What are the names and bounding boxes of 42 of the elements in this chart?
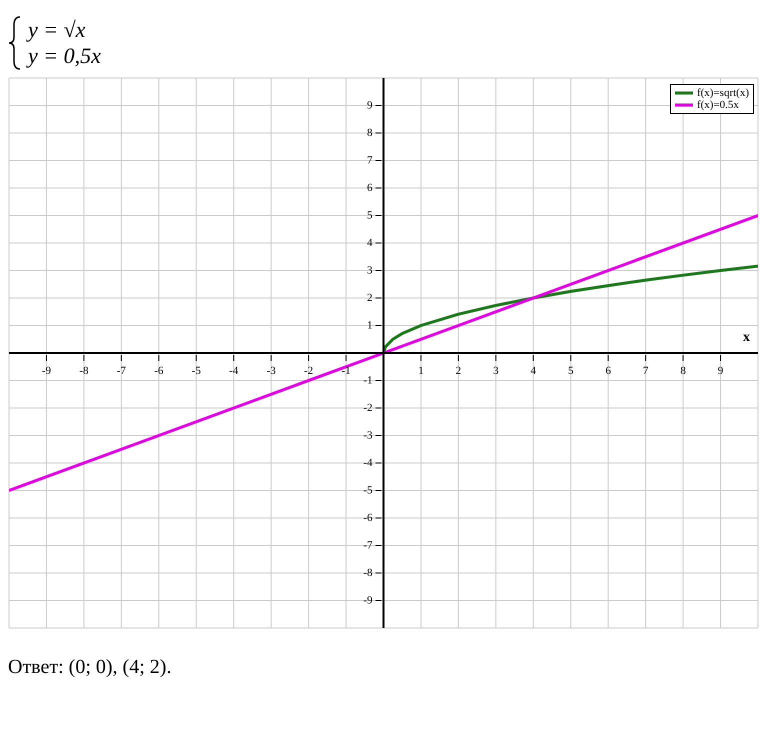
x-tick-label: 4	[530, 365, 537, 378]
y-tick-label: -7	[363, 540, 373, 552]
x-tick-label: -3	[266, 365, 276, 378]
x-tick-label: 1	[418, 365, 424, 378]
x-tick-label: 6	[605, 365, 612, 378]
x-tick-label: 2	[456, 365, 462, 378]
x-tick-label: 3	[493, 365, 500, 378]
y-tick-label: -3	[363, 430, 373, 442]
y-tick-label: 6	[367, 182, 373, 194]
x-tick-label: -2	[304, 365, 314, 378]
x-tick-label: -5	[192, 365, 202, 378]
y-tick-label: -9	[363, 594, 373, 606]
y-tick-label: -5	[363, 484, 373, 496]
x-tick-label: -6	[154, 365, 164, 378]
y-tick-label: 1	[367, 320, 372, 332]
x-tick-label: 5	[568, 365, 574, 378]
x-tick-label: 7	[642, 365, 649, 378]
y-tick-label: -8	[363, 567, 373, 579]
y-tick-label: 4	[367, 237, 373, 249]
text: Ответ: (0; 0), (4; 2).	[8, 656, 172, 679]
y-tick-label: -2	[363, 402, 372, 414]
legend-label: f(x)=sqrt(x)	[696, 87, 749, 99]
y-tick-label: 2	[367, 292, 372, 304]
x-tick-label: -8	[79, 365, 89, 378]
x-tick-label: 8	[680, 365, 686, 378]
y-tick-label: 5	[367, 210, 373, 222]
y-tick-label: 7	[367, 154, 373, 166]
x-axis-title: x	[743, 330, 750, 345]
x-tick-label: -9	[42, 365, 52, 378]
y-tick-label: 8	[367, 127, 373, 139]
legend-label: f(x)=0.5x	[696, 99, 739, 111]
y-tick-label: 9	[367, 100, 373, 112]
x-tick-label: -7	[116, 365, 126, 378]
chart-subtitle: y = 0,5x	[28, 43, 101, 69]
chart-title: y = √x	[28, 17, 86, 43]
y-tick-label: -4	[363, 457, 373, 469]
x-tick-label: 9	[718, 365, 724, 378]
x-tick-label: -1	[341, 365, 351, 378]
y-tick-label: -6	[363, 512, 373, 524]
y-tick-label: -1	[363, 374, 372, 386]
x-tick-label: -4	[229, 365, 239, 378]
y-tick-label: 3	[367, 264, 373, 276]
